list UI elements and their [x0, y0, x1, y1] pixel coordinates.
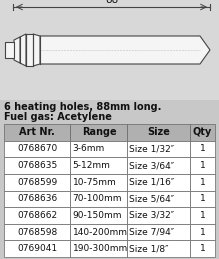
- Bar: [71, 191, 127, 207]
- Bar: [4, 174, 71, 191]
- Polygon shape: [20, 34, 26, 66]
- Text: 1: 1: [200, 244, 205, 253]
- Text: Qty: Qty: [193, 127, 212, 137]
- Bar: [71, 141, 127, 157]
- Text: Range: Range: [82, 127, 116, 137]
- Bar: [190, 224, 215, 240]
- Text: 5-12mm: 5-12mm: [72, 161, 110, 170]
- Text: 0769041: 0769041: [17, 244, 57, 253]
- Bar: [4, 240, 71, 257]
- Text: 140-200mm: 140-200mm: [72, 228, 127, 236]
- Text: Art Nr.: Art Nr.: [19, 127, 55, 137]
- Text: 190-300mm: 190-300mm: [72, 244, 128, 253]
- Bar: [71, 207, 127, 224]
- Text: Size 1/32″: Size 1/32″: [129, 145, 175, 153]
- Text: Size: Size: [147, 127, 170, 137]
- Bar: [127, 224, 190, 240]
- Text: 0768598: 0768598: [17, 228, 57, 236]
- Polygon shape: [14, 37, 20, 63]
- Bar: [4, 141, 71, 157]
- Bar: [71, 124, 127, 141]
- Bar: [4, 207, 71, 224]
- Text: 1: 1: [200, 211, 205, 220]
- Text: 1: 1: [200, 228, 205, 236]
- Text: 1: 1: [200, 178, 205, 187]
- Text: 3-6mm: 3-6mm: [72, 145, 105, 153]
- Text: 90-150mm: 90-150mm: [72, 211, 122, 220]
- Bar: [71, 174, 127, 191]
- Bar: [127, 124, 190, 141]
- Text: 0768635: 0768635: [17, 161, 57, 170]
- Text: 1: 1: [200, 161, 205, 170]
- Bar: [127, 240, 190, 257]
- Bar: [190, 240, 215, 257]
- Bar: [0, 0, 219, 100]
- Bar: [190, 207, 215, 224]
- Bar: [5, 42, 14, 58]
- Polygon shape: [33, 34, 40, 66]
- Bar: [127, 174, 190, 191]
- Bar: [127, 157, 190, 174]
- Text: 0768599: 0768599: [17, 178, 57, 187]
- Bar: [71, 240, 127, 257]
- Bar: [190, 157, 215, 174]
- Bar: [190, 174, 215, 191]
- Text: Size 1/16″: Size 1/16″: [129, 178, 175, 187]
- Text: Fuel gas: Acetylene: Fuel gas: Acetylene: [4, 112, 112, 122]
- Text: 0768670: 0768670: [17, 145, 57, 153]
- Polygon shape: [26, 34, 33, 66]
- Bar: [4, 224, 71, 240]
- Bar: [190, 124, 215, 141]
- Bar: [127, 191, 190, 207]
- Bar: [190, 191, 215, 207]
- Text: 70-100mm: 70-100mm: [72, 194, 122, 203]
- Text: 1: 1: [200, 194, 205, 203]
- Text: 6 heating holes, 88mm long.: 6 heating holes, 88mm long.: [4, 102, 161, 112]
- Text: 88: 88: [105, 0, 118, 5]
- Bar: [4, 191, 71, 207]
- Bar: [190, 141, 215, 157]
- Text: Size 1/8″: Size 1/8″: [129, 244, 169, 253]
- Text: 0768636: 0768636: [17, 194, 57, 203]
- Text: Size 5/64″: Size 5/64″: [129, 194, 175, 203]
- Text: 10-75mm: 10-75mm: [72, 178, 116, 187]
- Text: Size 7/94″: Size 7/94″: [129, 228, 175, 236]
- Bar: [71, 224, 127, 240]
- Text: Size 3/64″: Size 3/64″: [129, 161, 175, 170]
- Bar: [71, 157, 127, 174]
- Bar: [127, 207, 190, 224]
- Text: 0768662: 0768662: [17, 211, 57, 220]
- Text: 1: 1: [200, 145, 205, 153]
- Bar: [4, 124, 71, 141]
- Bar: [127, 141, 190, 157]
- Text: Size 3/32″: Size 3/32″: [129, 211, 175, 220]
- Bar: [4, 157, 71, 174]
- Polygon shape: [40, 36, 210, 64]
